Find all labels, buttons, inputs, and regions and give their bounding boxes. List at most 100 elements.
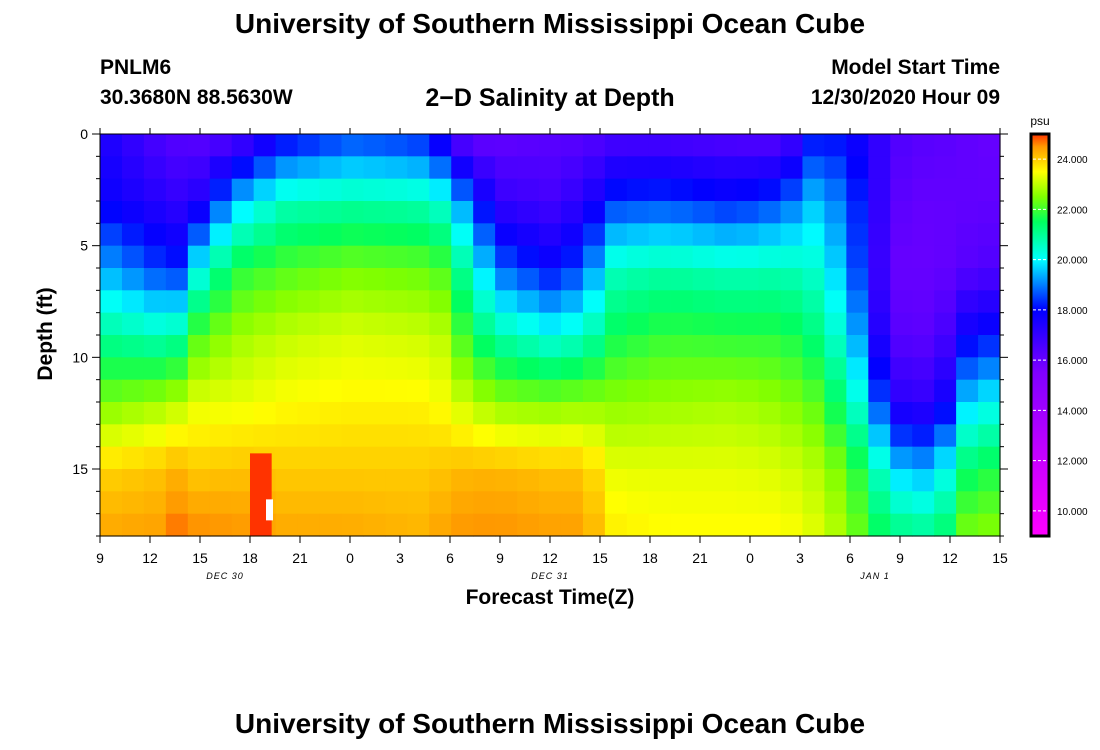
heatmap-cell	[297, 402, 321, 425]
heatmap-cell	[692, 424, 716, 448]
heatmap-cell	[692, 469, 716, 492]
heatmap-cell	[100, 513, 123, 537]
heatmap-cell	[604, 245, 628, 269]
heatmap-cell	[341, 134, 365, 157]
heatmap-cell	[934, 513, 957, 537]
heatmap-cell	[165, 513, 189, 537]
heatmap-cell	[429, 290, 452, 314]
heatmap-cell	[209, 156, 233, 180]
heatmap-cell	[802, 469, 825, 492]
heatmap-cell	[648, 156, 672, 180]
heatmap-cell	[253, 290, 277, 314]
heatmap-cell	[407, 201, 430, 224]
heatmap-cell	[231, 335, 255, 358]
heatmap-cell	[802, 223, 825, 247]
heatmap-cell	[275, 424, 299, 448]
heatmap-cell	[517, 424, 540, 448]
heatmap-cell	[890, 335, 913, 358]
heatmap-cell	[912, 223, 935, 247]
heatmap-cell	[846, 290, 869, 314]
heatmap-cell	[714, 245, 738, 269]
heatmap-cell	[187, 402, 211, 425]
heatmap-cell	[714, 357, 738, 381]
heatmap-cell	[868, 178, 891, 202]
heatmap-cell	[582, 201, 606, 224]
heatmap-hotspot	[250, 453, 273, 536]
heatmap-cell	[780, 424, 804, 448]
heatmap-cell	[473, 134, 496, 157]
hotspot-cell	[250, 453, 272, 536]
heatmap-cell	[978, 424, 1001, 448]
heatmap-cell	[451, 245, 474, 269]
heatmap-cell	[626, 245, 650, 269]
heatmap-cell	[517, 402, 540, 425]
heatmap-cell	[824, 357, 847, 381]
heatmap-cell	[451, 290, 474, 314]
heatmap-cell	[275, 357, 299, 381]
heatmap-cell	[582, 469, 606, 492]
heatmap-cell	[560, 513, 584, 537]
heatmap-cell	[648, 357, 672, 381]
colorbar-tick-label: 24.000	[1057, 155, 1088, 166]
heatmap-cell	[231, 178, 255, 202]
colorbar-unit: psu	[1030, 114, 1049, 128]
heatmap-cell	[100, 446, 123, 470]
heatmap-cell	[868, 335, 891, 358]
heatmap-cell	[978, 402, 1001, 425]
heatmap-cell	[758, 513, 782, 537]
colorbar: psu 10.000 12.000 14.000 16.000 18.000 20.000…	[1029, 114, 1088, 538]
heatmap-cell	[209, 424, 233, 448]
heatmap-cell	[209, 402, 233, 425]
heatmap-cell	[956, 491, 979, 515]
heatmap-cell	[429, 424, 452, 448]
x-tick-label: 15	[192, 550, 208, 566]
heatmap-cell	[648, 223, 672, 247]
heatmap-cell	[868, 379, 891, 403]
heatmap-cell	[912, 357, 935, 381]
heatmap-cell	[956, 424, 979, 448]
heatmap-cell	[604, 469, 628, 492]
heatmap-cell	[100, 268, 123, 291]
x-tick-label: 3	[396, 550, 404, 566]
heatmap-cell	[187, 245, 211, 269]
heatmap-cell	[846, 178, 869, 202]
heatmap-cell	[165, 446, 189, 470]
heatmap-cell	[934, 379, 957, 403]
heatmap-cell	[978, 357, 1001, 381]
heatmap-cell	[758, 178, 782, 202]
heatmap-cell	[560, 402, 584, 425]
heatmap-cell	[626, 424, 650, 448]
heatmap-cell	[275, 312, 299, 336]
heatmap-cell	[604, 357, 628, 381]
heatmap-cell	[714, 379, 738, 403]
heatmap-cell	[429, 513, 452, 537]
heatmap-cell	[868, 491, 891, 515]
y-tick-label: 15	[72, 461, 88, 477]
heatmap-cell	[319, 268, 343, 291]
heatmap-cell	[473, 201, 496, 224]
heatmap-cell	[604, 134, 628, 157]
heatmap-cell	[824, 446, 847, 470]
heatmap-cell	[297, 178, 321, 202]
heatmap-cell	[209, 513, 233, 537]
heatmap-cell	[231, 469, 255, 492]
heatmap-cell	[407, 513, 430, 537]
heatmap-cell	[604, 424, 628, 448]
heatmap-cell	[495, 134, 518, 157]
heatmap-cell	[143, 156, 167, 180]
heatmap-cell	[670, 513, 694, 537]
heatmap-cell	[231, 312, 255, 336]
heatmap-cell	[802, 201, 825, 224]
heatmap-cell	[429, 469, 452, 492]
heatmap-cell	[934, 312, 957, 336]
heatmap-cell	[143, 223, 167, 247]
heatmap-cell	[758, 156, 782, 180]
heatmap-cell	[275, 469, 299, 492]
heatmap-cell	[187, 178, 211, 202]
heatmap-cell	[363, 245, 386, 269]
heatmap-cell	[363, 513, 386, 537]
heatmap-cell	[407, 290, 430, 314]
x-tick-label: 15	[592, 550, 608, 566]
heatmap-cell	[648, 335, 672, 358]
heatmap-cell	[407, 245, 430, 269]
